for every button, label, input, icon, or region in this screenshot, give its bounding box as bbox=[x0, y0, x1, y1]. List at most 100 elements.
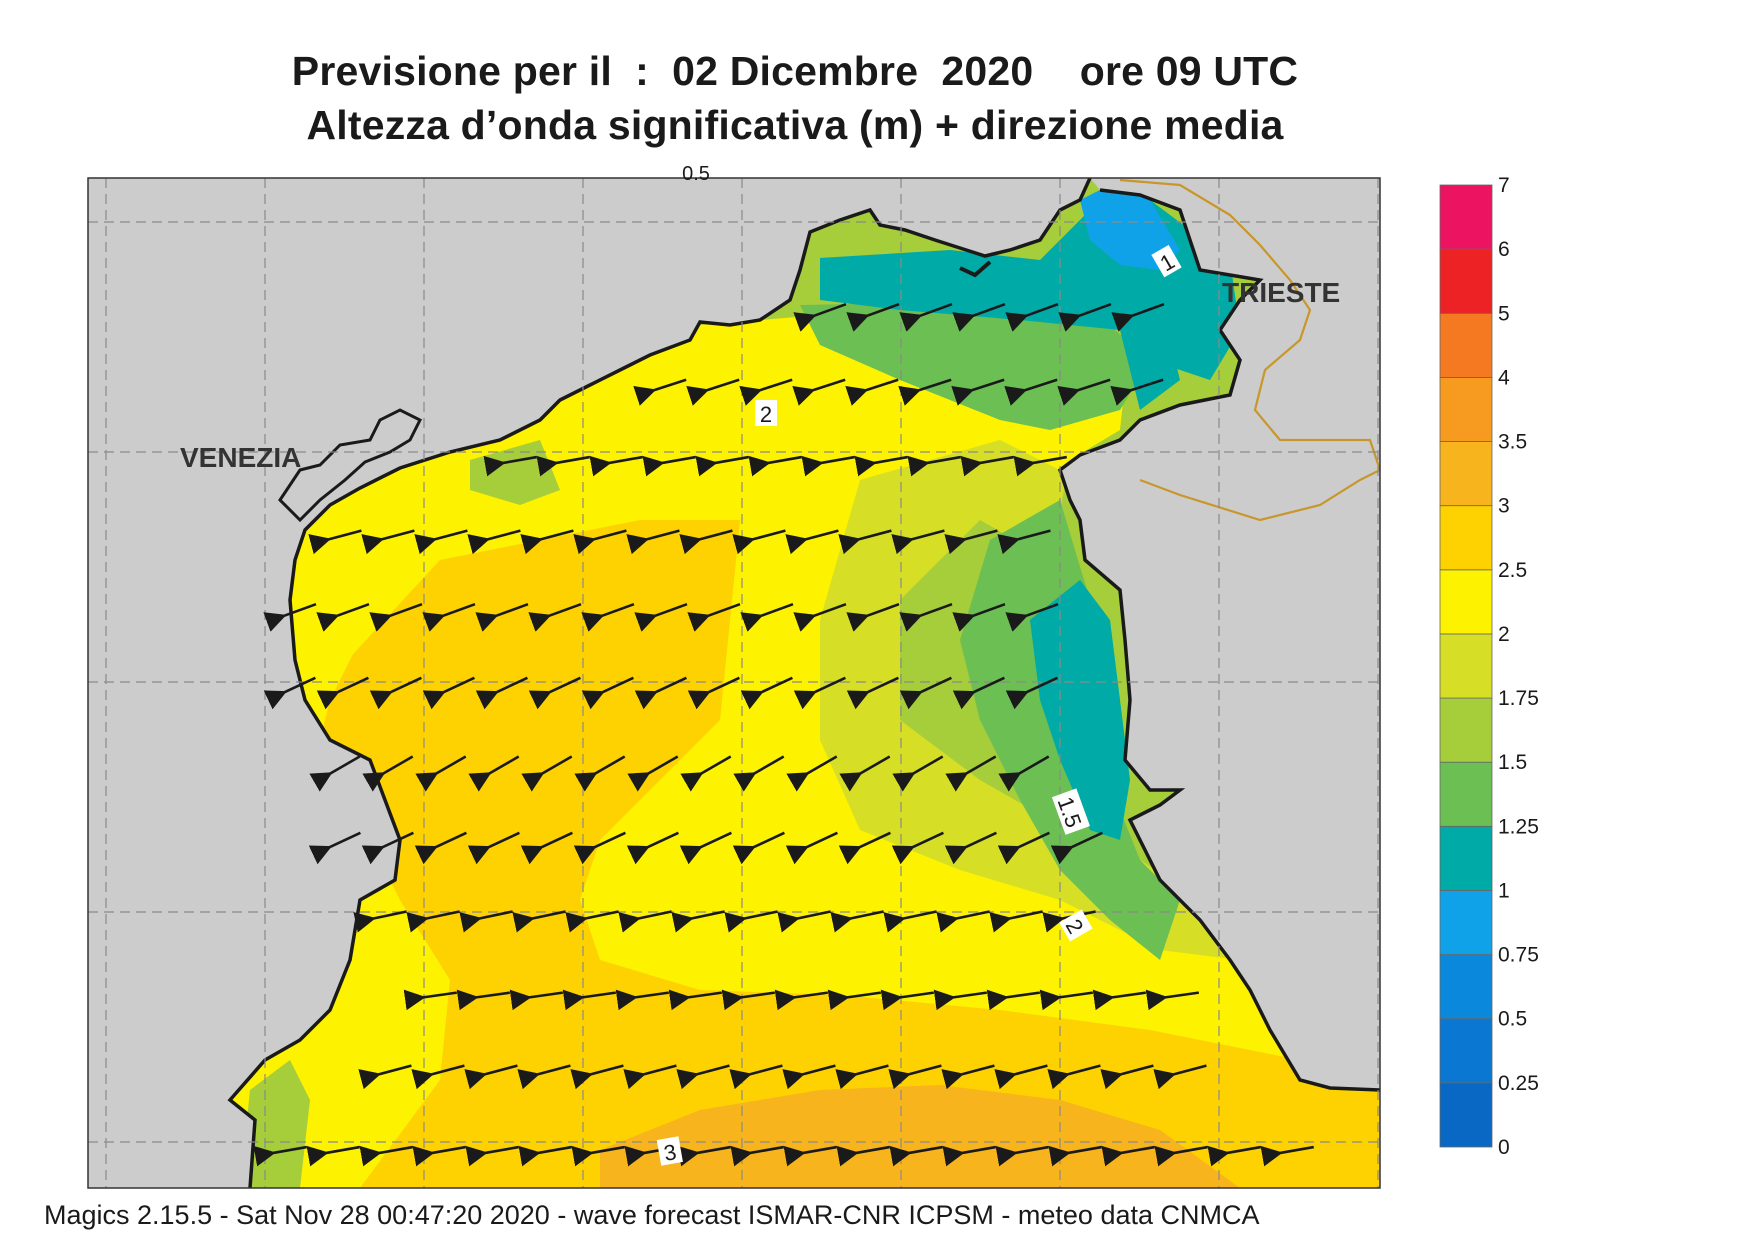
direction-arrow bbox=[361, 831, 414, 865]
direction-arrow bbox=[792, 378, 846, 406]
direction-arrow bbox=[573, 831, 626, 865]
direction-arrow bbox=[933, 989, 988, 1011]
direction-arrow bbox=[687, 602, 741, 632]
legend-swatch bbox=[1439, 376, 1493, 442]
direction-arrow bbox=[359, 1145, 413, 1167]
direction-arrow bbox=[1154, 1145, 1208, 1167]
place-label-venezia: VENEZIA bbox=[180, 442, 301, 473]
direction-arrow bbox=[732, 831, 785, 865]
direction-arrow bbox=[838, 831, 891, 865]
direction-arrow bbox=[565, 910, 619, 933]
direction-arrow bbox=[945, 755, 997, 792]
direction-arrow bbox=[889, 1145, 943, 1167]
direction-arrow bbox=[626, 529, 680, 555]
direction-arrow bbox=[777, 910, 831, 933]
direction-arrow bbox=[369, 676, 422, 710]
direction-arrow bbox=[997, 831, 1050, 865]
legend-tick-label: 7 bbox=[1498, 174, 1510, 197]
direction-arrow bbox=[626, 831, 679, 865]
legend-swatch bbox=[1439, 825, 1493, 891]
direction-arrow bbox=[898, 378, 952, 406]
direction-arrow bbox=[464, 1064, 518, 1090]
direction-arrow bbox=[827, 989, 882, 1011]
direction-arrow bbox=[521, 755, 573, 792]
direction-arrow bbox=[846, 302, 900, 332]
direction-arrow bbox=[891, 831, 944, 865]
place-label-trieste: TRIESTE bbox=[1222, 277, 1340, 308]
direction-arrow bbox=[892, 755, 944, 792]
direction-arrow bbox=[907, 455, 961, 477]
direction-arrow bbox=[414, 831, 467, 865]
direction-arrow bbox=[936, 910, 990, 933]
band-1-1-25-east bbox=[1030, 580, 1130, 840]
legend-tick-label: 4 bbox=[1498, 366, 1510, 389]
direction-arrow bbox=[793, 302, 847, 332]
direction-arrow bbox=[642, 455, 696, 477]
band-3-3-5 bbox=[600, 1085, 1240, 1188]
direction-arrow bbox=[679, 529, 733, 555]
direction-arrow bbox=[308, 529, 362, 555]
direction-arrow bbox=[944, 831, 997, 865]
map-title-line1: Previsione per il : 02 Dicembre 2020 ore… bbox=[291, 48, 1299, 94]
direction-arrow bbox=[793, 676, 846, 710]
legend-tick-label: 0 bbox=[1498, 1136, 1510, 1159]
direction-arrow bbox=[951, 378, 1005, 406]
direction-arrow bbox=[1111, 302, 1165, 332]
direction-arrow bbox=[782, 1064, 836, 1090]
land-istria-east bbox=[1060, 178, 1380, 1090]
direction-arrow bbox=[263, 602, 317, 632]
direction-arrow bbox=[422, 676, 475, 710]
legend-tick-label: 1 bbox=[1498, 879, 1510, 902]
state-border bbox=[1119, 178, 1380, 522]
direction-arrow bbox=[536, 455, 590, 477]
direction-arrow bbox=[316, 602, 370, 632]
direction-arrow bbox=[986, 989, 1041, 1011]
legend-tick-label: 3.5 bbox=[1498, 431, 1527, 454]
direction-arrow bbox=[1110, 378, 1164, 406]
direction-arrow bbox=[1207, 1145, 1261, 1167]
direction-arrow bbox=[467, 529, 521, 555]
legend-swatch bbox=[1439, 1018, 1493, 1084]
legend-tick-label: 6 bbox=[1498, 238, 1510, 261]
direction-arrow bbox=[733, 755, 785, 792]
contour-label: 3 bbox=[662, 1139, 678, 1166]
legend-swatch bbox=[1439, 697, 1493, 763]
direction-arrow bbox=[740, 676, 793, 710]
direction-arrow bbox=[468, 755, 520, 792]
direction-arrow bbox=[634, 676, 687, 710]
band-2-5-3 bbox=[320, 520, 1380, 1188]
legend-tick-label: 2 bbox=[1498, 623, 1510, 646]
direction-arrow bbox=[308, 831, 361, 865]
direction-arrow bbox=[944, 529, 998, 555]
legend-swatch bbox=[1439, 184, 1493, 250]
direction-arrow bbox=[618, 910, 672, 933]
band-0-75-1 bbox=[1080, 185, 1180, 270]
direction-arrow bbox=[676, 1064, 730, 1090]
direction-arrow bbox=[952, 302, 1006, 332]
direction-arrow bbox=[581, 676, 634, 710]
band-1-1-25-north bbox=[820, 250, 1180, 410]
direction-arrow bbox=[786, 755, 838, 792]
legend-tick-label: 1.25 bbox=[1498, 815, 1539, 838]
direction-arrow bbox=[994, 1064, 1048, 1090]
direction-arrow bbox=[880, 989, 935, 1011]
direction-arrow bbox=[836, 1145, 890, 1167]
direction-arrow bbox=[668, 989, 723, 1011]
direction-arrow bbox=[846, 602, 900, 632]
land-italy-west bbox=[88, 178, 1090, 1188]
direction-arrow bbox=[680, 755, 732, 792]
legend-tick-label: 0.75 bbox=[1498, 944, 1539, 967]
direction-arrow bbox=[361, 529, 415, 555]
direction-arrow bbox=[581, 602, 635, 632]
legend-tick-label: 2.5 bbox=[1498, 559, 1527, 582]
direction-arrow bbox=[941, 1064, 995, 1090]
direction-arrow bbox=[846, 676, 899, 710]
contour-label: 0.5 bbox=[682, 163, 710, 185]
direction-arrow bbox=[1047, 1064, 1101, 1090]
direction-arrow bbox=[677, 1145, 731, 1167]
direction-arrow bbox=[1050, 831, 1103, 865]
direction-arrow bbox=[403, 989, 458, 1011]
direction-arrow bbox=[456, 989, 511, 1011]
coastline-east bbox=[1057, 188, 1380, 1092]
legend-swatch bbox=[1439, 954, 1493, 1020]
